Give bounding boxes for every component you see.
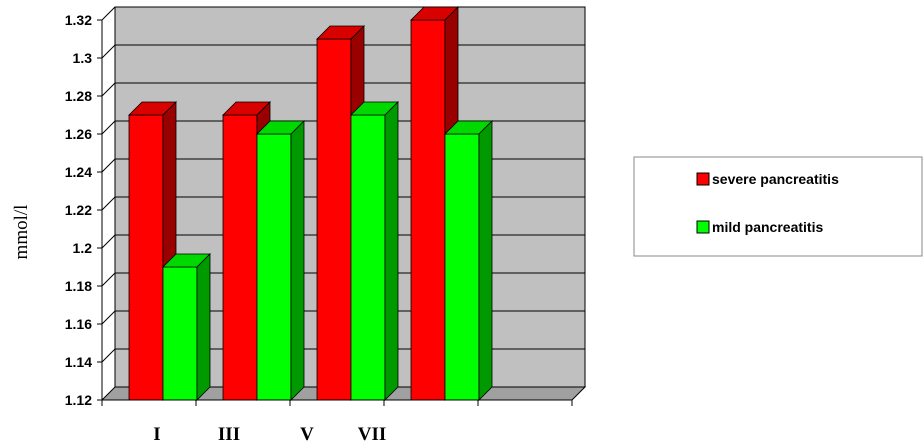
x-category-label: III — [218, 424, 240, 443]
x-category-label: VII — [358, 424, 387, 443]
y-tick-label: 1.12 — [65, 392, 92, 408]
y-tick-labels: 1.32 1.3 1.28 1.26 1.24 1.22 1.2 1.18 1.16 1.14 1.… — [65, 12, 92, 408]
y-tick-label: 1.2 — [73, 240, 93, 256]
y-tick-label: 1.28 — [65, 88, 92, 104]
axes — [101, 20, 573, 406]
bar — [444, 120, 493, 401]
y-tick-label: 1.14 — [65, 354, 92, 370]
legend-swatch — [696, 172, 710, 186]
legend: severe pancreatitis mild pancreatitis — [633, 156, 923, 257]
y-tick-label: 1.26 — [65, 126, 92, 142]
bar — [350, 101, 399, 401]
legend-label: mild pancreatitis — [712, 219, 823, 235]
bars — [128, 6, 493, 401]
category-labels: I III V VII — [153, 424, 386, 443]
legend-box — [633, 156, 923, 257]
legend-swatch — [696, 220, 710, 234]
y-tick-label: 1.24 — [65, 164, 92, 180]
bar — [256, 120, 305, 401]
y-tick-label: 1.3 — [73, 50, 93, 66]
y-tick-label: 1.32 — [65, 12, 92, 28]
y-axis-label: mmol/l — [11, 205, 32, 260]
y-tick-label: 1.18 — [65, 278, 92, 294]
legend-label: severe pancreatitis — [712, 171, 839, 187]
x-category-label: I — [153, 424, 160, 443]
y-tick-label: 1.22 — [65, 202, 92, 218]
x-category-label: V — [300, 424, 314, 443]
y-tick-label: 1.16 — [65, 316, 92, 332]
bar — [162, 253, 211, 401]
